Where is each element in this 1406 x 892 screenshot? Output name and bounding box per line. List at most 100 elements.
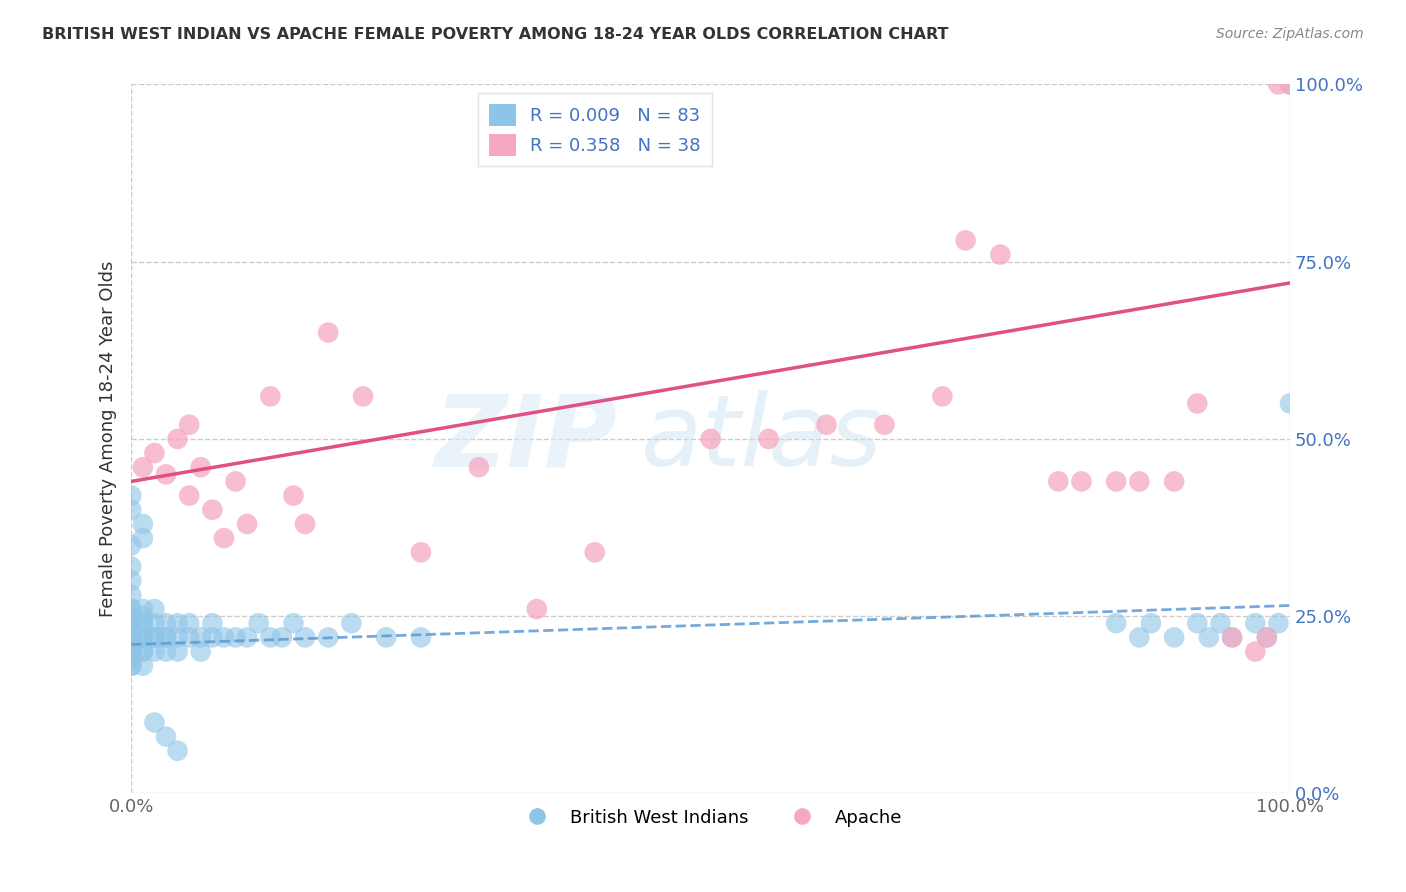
Point — [225, 475, 247, 489]
Point — [120, 651, 142, 665]
Point — [132, 631, 155, 645]
Point — [1220, 631, 1243, 645]
Point — [1279, 78, 1302, 92]
Point — [179, 631, 201, 645]
Point — [143, 602, 166, 616]
Point — [468, 460, 491, 475]
Point — [316, 631, 339, 645]
Point — [120, 624, 142, 638]
Point — [236, 516, 259, 531]
Point — [120, 616, 142, 631]
Point — [120, 631, 142, 645]
Point — [236, 631, 259, 645]
Point — [166, 616, 188, 631]
Point — [247, 616, 270, 631]
Point — [1244, 644, 1267, 658]
Point — [166, 744, 188, 758]
Point — [120, 638, 142, 652]
Point — [340, 616, 363, 631]
Point — [1198, 631, 1220, 645]
Point — [931, 389, 953, 403]
Point — [166, 644, 188, 658]
Point — [120, 489, 142, 503]
Point — [120, 644, 142, 658]
Point — [1105, 475, 1128, 489]
Point — [409, 631, 432, 645]
Text: BRITISH WEST INDIAN VS APACHE FEMALE POVERTY AMONG 18-24 YEAR OLDS CORRELATION C: BRITISH WEST INDIAN VS APACHE FEMALE POV… — [42, 27, 949, 42]
Point — [873, 417, 896, 432]
Point — [132, 616, 155, 631]
Point — [143, 631, 166, 645]
Point — [1128, 475, 1150, 489]
Point — [120, 538, 142, 552]
Point — [120, 658, 142, 673]
Point — [155, 616, 177, 631]
Point — [143, 715, 166, 730]
Point — [155, 730, 177, 744]
Point — [201, 631, 224, 645]
Point — [166, 432, 188, 446]
Point — [155, 631, 177, 645]
Point — [225, 631, 247, 645]
Point — [375, 631, 398, 645]
Point — [120, 631, 142, 645]
Point — [1187, 616, 1209, 631]
Point — [132, 602, 155, 616]
Point — [1209, 616, 1232, 631]
Text: atlas: atlas — [641, 391, 883, 487]
Point — [120, 588, 142, 602]
Point — [120, 631, 142, 645]
Point — [283, 616, 305, 631]
Point — [270, 631, 292, 645]
Point — [155, 631, 177, 645]
Point — [132, 631, 155, 645]
Point — [201, 616, 224, 631]
Point — [132, 516, 155, 531]
Point — [583, 545, 606, 559]
Point — [132, 460, 155, 475]
Point — [120, 609, 142, 624]
Point — [526, 602, 548, 616]
Point — [120, 616, 142, 631]
Point — [1047, 475, 1070, 489]
Point — [166, 631, 188, 645]
Point — [1220, 631, 1243, 645]
Point — [212, 631, 235, 645]
Point — [316, 326, 339, 340]
Text: ZIP: ZIP — [434, 391, 617, 487]
Point — [190, 644, 212, 658]
Point — [120, 559, 142, 574]
Point — [132, 609, 155, 624]
Point — [955, 234, 977, 248]
Point — [132, 644, 155, 658]
Point — [179, 616, 201, 631]
Point — [758, 432, 780, 446]
Y-axis label: Female Poverty Among 18-24 Year Olds: Female Poverty Among 18-24 Year Olds — [100, 260, 117, 617]
Point — [1070, 475, 1092, 489]
Point — [132, 658, 155, 673]
Point — [1244, 616, 1267, 631]
Point — [1128, 631, 1150, 645]
Legend: British West Indians, Apache: British West Indians, Apache — [512, 802, 910, 834]
Point — [155, 467, 177, 482]
Point — [1256, 631, 1278, 645]
Point — [190, 631, 212, 645]
Point — [294, 516, 316, 531]
Point — [259, 631, 281, 645]
Point — [132, 631, 155, 645]
Point — [1267, 616, 1289, 631]
Text: Source: ZipAtlas.com: Source: ZipAtlas.com — [1216, 27, 1364, 41]
Point — [409, 545, 432, 559]
Point — [143, 631, 166, 645]
Point — [1163, 475, 1185, 489]
Point — [120, 503, 142, 517]
Point — [1279, 396, 1302, 410]
Point — [1140, 616, 1163, 631]
Point — [120, 602, 142, 616]
Point — [132, 644, 155, 658]
Point — [120, 644, 142, 658]
Point — [179, 417, 201, 432]
Point — [155, 644, 177, 658]
Point — [294, 631, 316, 645]
Point — [143, 644, 166, 658]
